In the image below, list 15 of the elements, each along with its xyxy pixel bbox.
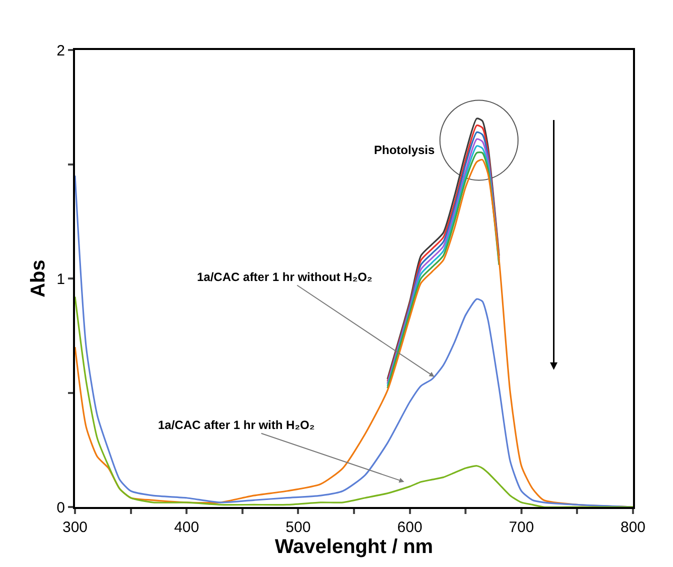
- y-tick-label: 1: [56, 270, 65, 288]
- y-axis-title: Abs: [28, 260, 50, 298]
- x-tick-label: 700: [508, 519, 534, 536]
- annotation: Photolysis: [374, 143, 436, 157]
- x-tick-label: 300: [62, 519, 88, 536]
- y-tick-label: 2: [56, 42, 65, 60]
- line-series: [75, 296, 633, 507]
- x-tick-label: 800: [620, 519, 646, 536]
- x-tick-label: 600: [397, 519, 422, 536]
- x-tick-label: 500: [286, 519, 311, 536]
- annotation: 1a/CAC after 1 hr with H₂O₂: [158, 418, 315, 432]
- x-axis-title: Wavelenght / nm: [274, 536, 434, 558]
- annotation: 1a/CAC after 1 hr without H₂O₂: [197, 270, 372, 284]
- x-tick-label: 400: [174, 519, 200, 536]
- y-tick-label: 0: [56, 499, 65, 516]
